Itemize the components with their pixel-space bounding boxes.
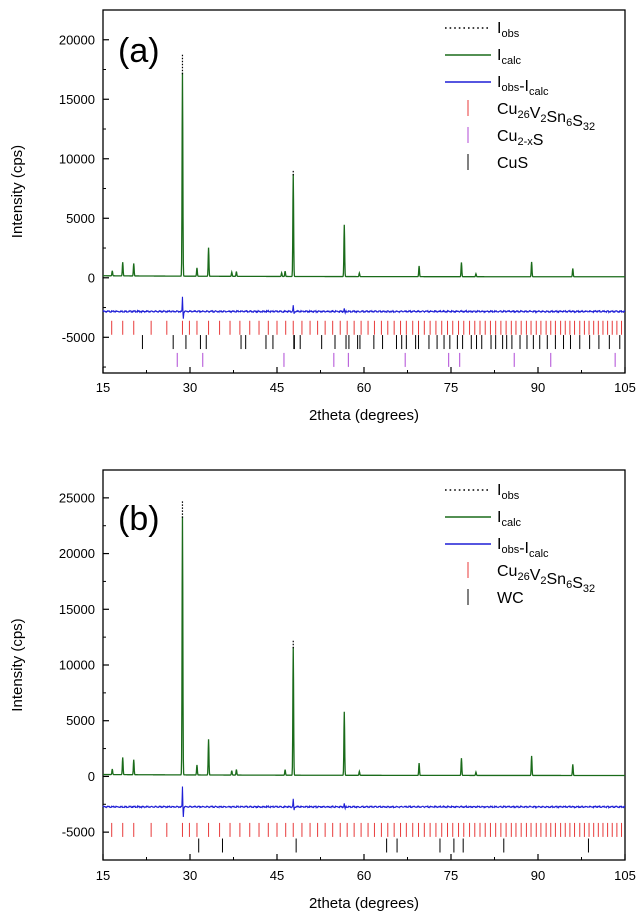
y-tick-label: 20000 <box>59 546 95 561</box>
y-tick-label: -5000 <box>62 330 95 345</box>
x-tick-label: 105 <box>614 380 636 395</box>
x-tick-label: 75 <box>444 380 458 395</box>
legend-label: Cu26V2Sn6S32 <box>497 563 595 595</box>
x-tick-label: 45 <box>270 380 284 395</box>
legend-label: Icalc <box>497 47 522 67</box>
series-diff <box>102 786 626 817</box>
panel-label: (a) <box>118 32 160 70</box>
x-tick-label: 75 <box>444 868 458 883</box>
chart-panel-1: 15 30 45 60 75 90 105 -5000 0 5000 10000 15000 20000… <box>9 469 636 912</box>
x-tick-label: 90 <box>531 868 545 883</box>
y-tick-label: 5000 <box>66 211 95 226</box>
y-tick-label: 15000 <box>59 92 95 107</box>
legend-label: Cu26V2Sn6S32 <box>497 101 595 133</box>
y-tick-label: 0 <box>88 270 95 285</box>
series-calc <box>102 516 625 777</box>
y-tick-label: 10000 <box>59 658 95 673</box>
panel-label: (b) <box>118 500 160 538</box>
x-tick-label: 30 <box>183 868 197 883</box>
x-tick-label: 30 <box>183 380 197 395</box>
legend-label: Iobs <box>497 20 520 40</box>
y-tick-label: -5000 <box>62 825 95 840</box>
legend-label: Icalc <box>497 509 522 529</box>
y-tick-label: 25000 <box>59 490 95 505</box>
x-tick-label: 45 <box>270 868 284 883</box>
x-tick-label: 15 <box>96 868 110 883</box>
legend-label: WC <box>497 590 524 607</box>
x-tick-label: 60 <box>357 380 371 395</box>
x-axis-title: 2theta (degrees) <box>309 895 419 912</box>
legend-label: Cu2-xS <box>497 128 543 149</box>
legend-label: Iobs-Icalc <box>497 74 549 98</box>
y-tick-label: 10000 <box>59 151 95 166</box>
legend-label: Iobs <box>497 482 520 502</box>
x-tick-label: 15 <box>96 380 110 395</box>
x-tick-label: 60 <box>357 868 371 883</box>
x-tick-label: 90 <box>531 380 545 395</box>
x-tick-label: 105 <box>614 868 636 883</box>
chart-panel-0: 15 30 45 60 75 90 105 -5000 0 5000 10000 15000 20000… <box>9 9 636 424</box>
series-calc <box>102 72 625 278</box>
legend-label: Iobs-Icalc <box>497 536 549 560</box>
series-diff <box>102 296 626 319</box>
y-tick-label: 5000 <box>66 713 95 728</box>
x-axis-title: 2theta (degrees) <box>309 407 419 424</box>
y-axis-title: Intensity (cps) <box>9 145 26 238</box>
y-tick-label: 15000 <box>59 602 95 617</box>
legend-label: CuS <box>497 155 528 172</box>
y-tick-label: 20000 <box>59 32 95 47</box>
y-tick-label: 0 <box>88 769 95 784</box>
y-axis-title: Intensity (cps) <box>9 618 26 711</box>
